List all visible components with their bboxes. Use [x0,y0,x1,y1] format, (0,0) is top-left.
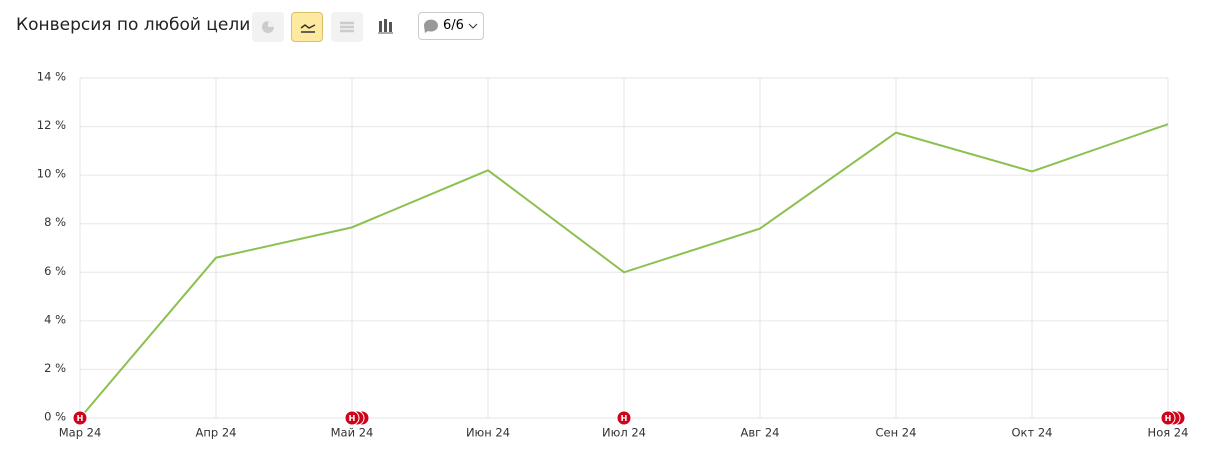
bars-button[interactable] [370,12,402,42]
annotation-dot [616,410,632,426]
annotations-button[interactable]: 6/6 [418,12,484,40]
annotations-count: 6/6 [443,18,464,33]
x-tick-label: Июл 24 [602,426,646,440]
x-tick-label: Сен 24 [876,426,917,440]
annotation-label: Н [621,414,628,423]
annotation-dot [344,410,360,426]
y-tick-label: 2 % [44,361,66,375]
y-tick-label: 10 % [37,167,66,181]
area-button[interactable] [331,12,363,42]
y-tick-label: 0 % [44,410,66,424]
line [79,123,1169,419]
y-tick-label: 4 % [44,312,66,326]
line-button[interactable] [291,12,323,42]
y-tick-label: 6 % [44,264,66,278]
y-tick-label: 12 % [37,118,66,132]
chart-title: Конверсия по любой цели [16,15,251,35]
x-tick-label: Окт 24 [1012,426,1053,440]
pie-button[interactable] [252,12,284,42]
annotation-label: Н [77,414,84,423]
annotation-label: Н [1165,414,1172,423]
x-tick-label: Авг 24 [741,426,780,440]
annotation-marker: Н [72,410,88,426]
x-tick-label: Май 24 [331,426,374,440]
annotation-marker: Н [1160,410,1186,426]
annotation-marker: Н [616,410,632,426]
x-tick-label: Апр 24 [196,426,237,440]
annotation-label: Н [349,414,356,423]
annotation-dot [1160,410,1176,426]
x-tick-label: Июн 24 [466,426,510,440]
annotation-marker: Н [344,410,370,426]
x-tick-label: Мар 24 [59,426,102,440]
annotation-dot [72,410,88,426]
y-tick-label: 8 % [44,215,66,229]
y-tick-label: 14 % [37,70,66,84]
x-tick-label: Ноя 24 [1148,426,1189,440]
